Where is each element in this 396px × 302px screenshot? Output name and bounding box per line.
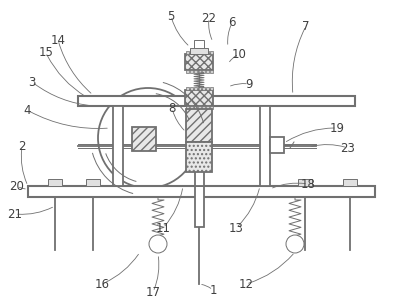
Bar [86, 179, 100, 186]
Bar [260, 106, 270, 186]
Text: 1: 1 [209, 284, 217, 297]
Bar [206, 70, 209, 73]
Text: 22: 22 [202, 11, 217, 24]
Bar [190, 51, 192, 54]
Circle shape [286, 235, 304, 253]
Bar [206, 87, 209, 90]
Text: 17: 17 [145, 285, 160, 298]
Bar [343, 179, 357, 186]
Bar [113, 106, 123, 186]
Bar [185, 106, 188, 109]
Text: 23: 23 [341, 142, 356, 155]
Bar [202, 87, 204, 90]
Bar [28, 186, 375, 197]
Text: 5: 5 [168, 9, 175, 23]
Bar [198, 70, 200, 73]
Text: 16: 16 [95, 278, 110, 291]
Circle shape [98, 88, 198, 188]
Text: 10: 10 [232, 47, 246, 60]
Bar [206, 106, 209, 109]
Bar [198, 87, 200, 90]
Text: 12: 12 [238, 278, 253, 291]
Text: 9: 9 [245, 78, 253, 91]
Text: 13: 13 [228, 221, 244, 234]
Text: 20: 20 [10, 179, 25, 192]
Bar [198, 51, 200, 54]
Circle shape [149, 235, 167, 253]
Bar [202, 106, 204, 109]
Text: 6: 6 [228, 17, 236, 30]
Text: 11: 11 [156, 221, 171, 234]
Bar [202, 51, 204, 54]
Bar [186, 142, 212, 172]
Bar [48, 179, 62, 186]
Text: 14: 14 [51, 34, 65, 47]
Bar [190, 70, 192, 73]
Text: 4: 4 [23, 104, 31, 117]
Bar [206, 51, 209, 54]
Bar [209, 87, 213, 90]
Bar [186, 109, 212, 142]
Bar [194, 40, 204, 48]
Bar [185, 90, 213, 106]
Bar [190, 87, 192, 90]
Bar [209, 106, 213, 109]
Bar [198, 106, 200, 109]
Bar [190, 48, 208, 54]
Bar [195, 186, 204, 227]
Bar [185, 87, 188, 90]
Text: 7: 7 [302, 20, 310, 33]
Text: 3: 3 [28, 76, 36, 88]
Bar [194, 106, 196, 109]
Bar [132, 127, 156, 151]
Text: 8: 8 [168, 101, 176, 114]
Bar [209, 70, 213, 73]
Bar [194, 51, 196, 54]
Text: 21: 21 [8, 207, 23, 220]
Bar [194, 87, 196, 90]
Bar [190, 106, 192, 109]
Bar [195, 106, 204, 186]
Bar [194, 70, 196, 73]
Text: 15: 15 [38, 47, 53, 59]
Text: 18: 18 [301, 178, 316, 191]
Bar [185, 51, 188, 54]
Text: 19: 19 [329, 121, 345, 134]
Bar [78, 96, 355, 106]
Bar [185, 54, 213, 70]
Bar [185, 70, 188, 73]
Text: 2: 2 [18, 140, 26, 153]
Bar [270, 137, 284, 153]
Bar [209, 51, 213, 54]
Bar [298, 179, 312, 186]
Bar [202, 70, 204, 73]
